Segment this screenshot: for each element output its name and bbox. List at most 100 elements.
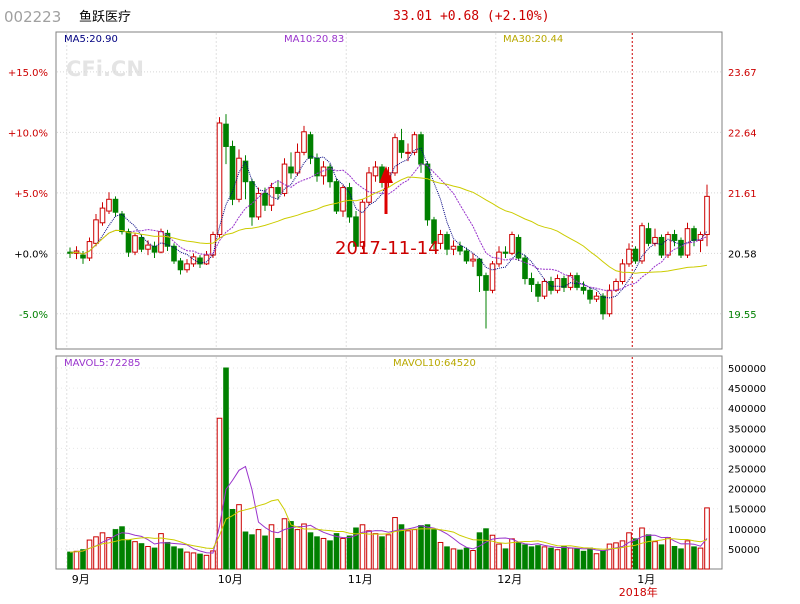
- volume-bar: [242, 531, 249, 570]
- annotation-date: 2017-11-14: [335, 238, 440, 259]
- candle-body: [658, 236, 665, 256]
- volume-bar: [522, 544, 528, 570]
- candle-body: [210, 234, 216, 256]
- volume-bar: [431, 529, 437, 570]
- candle-body: [671, 234, 678, 241]
- price-legend-entry: MA5:20.90: [64, 34, 118, 45]
- volume-bar: [418, 525, 424, 570]
- volume-bar: [574, 548, 580, 570]
- volume-bar: [262, 535, 268, 570]
- volume-bar: [132, 541, 138, 570]
- candle-body: [125, 231, 132, 253]
- price-legend: MA5:20.90 MA10:20.83 MA30:20.44: [64, 34, 563, 45]
- month-label: 10月: [218, 573, 243, 586]
- volume-bar: [67, 551, 73, 570]
- candle-body: [476, 258, 483, 277]
- volume-bar: [496, 543, 502, 570]
- volume-bar: [652, 541, 658, 570]
- volume-bar: [658, 544, 665, 570]
- candle-body: [470, 258, 476, 262]
- volume-bar: [457, 549, 463, 570]
- stock-name: 鱼跃医疗: [79, 9, 131, 25]
- volume-bar: [385, 534, 392, 570]
- ma10-line: [69, 163, 708, 292]
- volume-legend-entry: MAVOL10:64520: [393, 358, 476, 369]
- volume-bar: [314, 536, 320, 570]
- volume-tick-label: 450000: [728, 384, 766, 395]
- volume-bar-series: [67, 367, 710, 570]
- candle-body: [197, 257, 203, 265]
- candle-body: [99, 207, 106, 224]
- volume-tick-label: 250000: [728, 465, 766, 476]
- candle-body: [606, 289, 613, 315]
- volume-bar: [73, 550, 80, 570]
- volume-bar: [327, 540, 333, 570]
- candle-body: [301, 131, 307, 153]
- candle-body: [151, 245, 158, 253]
- candle-body: [346, 187, 353, 218]
- annotation-arrow: [379, 166, 393, 214]
- volume-tick-label: 50000: [728, 545, 760, 556]
- volume-bar: [125, 539, 132, 570]
- candle-body: [275, 187, 281, 194]
- candle-body: [262, 192, 268, 206]
- candle-body: [541, 280, 548, 297]
- volume-bar: [483, 528, 489, 570]
- volume-bar: [210, 550, 216, 570]
- volume-legend: MAVOL5:72285 MAVOL10:64520: [64, 358, 476, 369]
- volume-average-lines: [69, 465, 708, 554]
- volume-bar: [177, 548, 184, 570]
- candle-body: [418, 134, 424, 165]
- volume-bar: [138, 543, 145, 570]
- volume-bar: [593, 553, 600, 570]
- candle-body: [645, 228, 652, 244]
- candle-body: [203, 254, 210, 265]
- volume-bar: [405, 530, 411, 570]
- volume-bar: [294, 529, 301, 570]
- candle-body: [411, 134, 418, 153]
- month-label: 12月: [497, 573, 522, 586]
- price-legend-entry: MA10:20.83: [284, 34, 344, 45]
- mavol10-line: [69, 499, 708, 553]
- candle-body: [119, 213, 125, 233]
- volume-bar: [476, 532, 483, 570]
- left-tick-label: +5.0%: [14, 189, 48, 200]
- candle-body: [145, 244, 151, 250]
- volume-bar: [463, 547, 470, 570]
- candle-body: [424, 163, 431, 221]
- candle-body: [216, 122, 223, 236]
- volume-tick-label: 350000: [728, 424, 766, 435]
- volume-bar: [255, 529, 262, 570]
- right-tick-label: 21.61: [728, 189, 757, 200]
- ma30-line: [69, 176, 708, 274]
- volume-bar: [145, 545, 151, 570]
- candle-body: [437, 234, 444, 244]
- volume-bar: [567, 547, 574, 570]
- candle-body: [600, 295, 606, 315]
- volume-bar: [444, 546, 450, 570]
- volume-bar: [671, 545, 678, 570]
- volume-bar: [151, 547, 158, 570]
- volume-bar: [184, 551, 190, 570]
- volume-bar: [353, 527, 359, 570]
- candle-body: [593, 295, 600, 300]
- volume-legend-entry: MAVOL5:72285: [64, 358, 140, 369]
- right-tick-label: 19.55: [728, 310, 757, 321]
- volume-bar: [645, 534, 652, 570]
- volume-tick-label: 100000: [728, 525, 766, 536]
- volume-bar: [704, 507, 710, 570]
- volume-bar: [450, 548, 457, 570]
- candle-body: [366, 172, 372, 203]
- volume-bar: [632, 538, 639, 570]
- volume-bar: [268, 524, 275, 570]
- candle-body: [431, 219, 437, 244]
- candle-body: [704, 195, 710, 236]
- candle-body: [132, 235, 138, 253]
- volume-bar: [164, 541, 171, 570]
- candle-body: [450, 245, 457, 250]
- volume-bar: [619, 540, 626, 570]
- candle-body: [561, 278, 567, 288]
- candle-body: [502, 251, 509, 254]
- candle-body: [613, 280, 619, 291]
